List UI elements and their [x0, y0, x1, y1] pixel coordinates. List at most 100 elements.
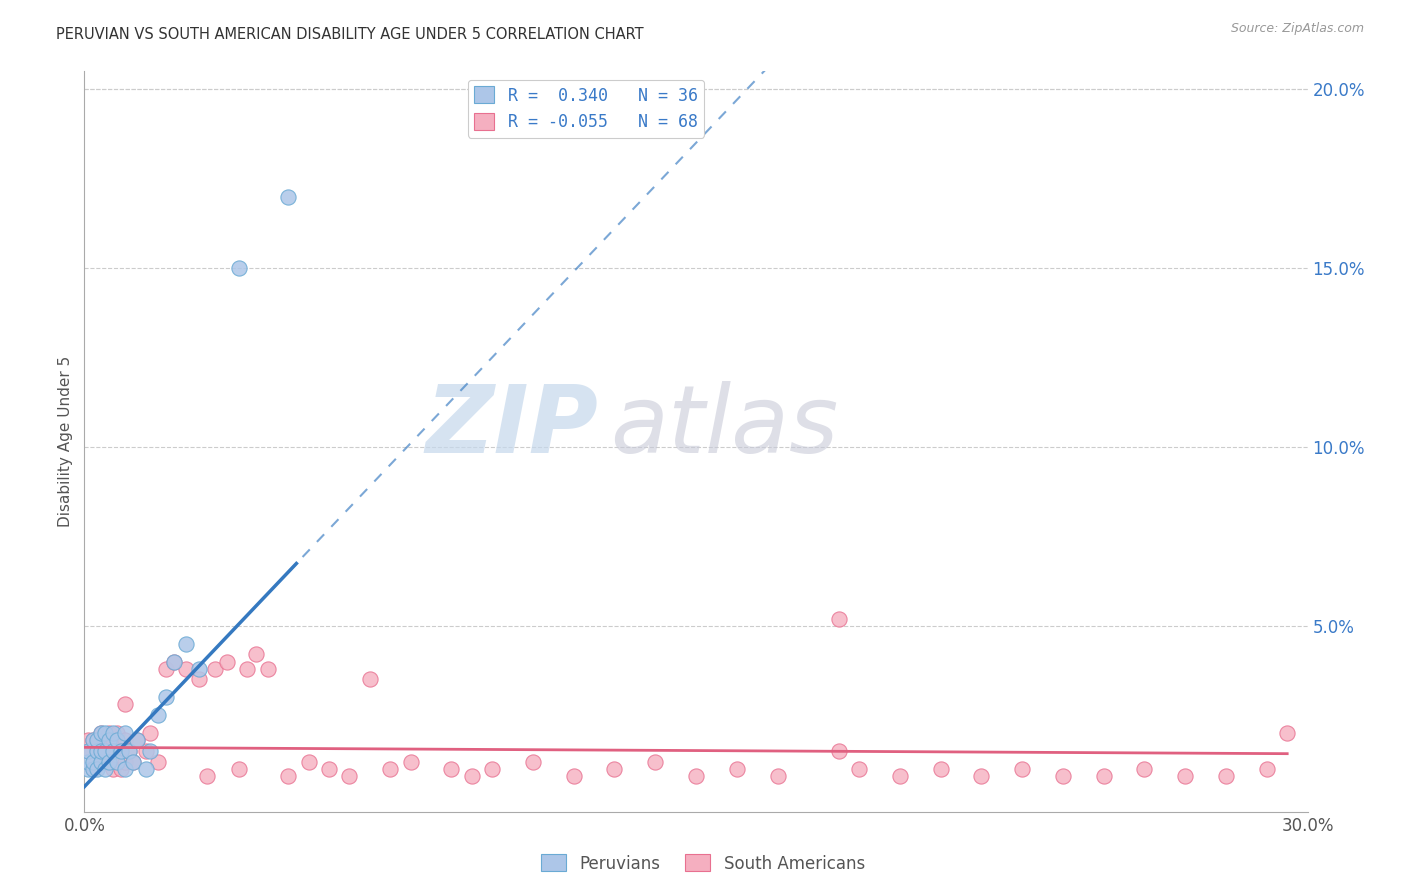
Point — [174, 662, 197, 676]
Point — [77, 744, 100, 758]
Point — [77, 755, 100, 769]
Point — [93, 733, 115, 747]
Point — [187, 662, 209, 676]
Point — [399, 755, 422, 769]
Point — [77, 762, 100, 776]
Point — [195, 769, 218, 783]
Point — [101, 733, 124, 747]
Point — [163, 655, 186, 669]
Point — [105, 755, 128, 769]
Point — [562, 769, 585, 783]
Text: atlas: atlas — [610, 381, 838, 472]
Point — [86, 755, 108, 769]
Point — [86, 744, 108, 758]
Y-axis label: Disability Age Under 5: Disability Age Under 5 — [58, 356, 73, 527]
Point — [725, 762, 748, 776]
Point — [380, 762, 402, 776]
Point — [97, 733, 120, 747]
Legend: R =  0.340   N = 36, R = -0.055   N = 68: R = 0.340 N = 36, R = -0.055 N = 68 — [468, 79, 704, 137]
Point — [929, 762, 952, 776]
Point — [114, 698, 136, 712]
Point — [93, 744, 115, 758]
Point — [122, 755, 145, 769]
Point — [204, 662, 226, 676]
Point — [245, 648, 267, 662]
Point — [1215, 769, 1237, 783]
Point — [101, 744, 124, 758]
Point — [93, 762, 115, 776]
Point — [114, 762, 136, 776]
Point — [828, 744, 851, 758]
Point — [90, 726, 112, 740]
Point — [481, 762, 503, 776]
Point — [1277, 726, 1299, 740]
Text: PERUVIAN VS SOUTH AMERICAN DISABILITY AGE UNDER 5 CORRELATION CHART: PERUVIAN VS SOUTH AMERICAN DISABILITY AG… — [56, 27, 644, 42]
Point — [1174, 769, 1197, 783]
Point — [110, 744, 132, 758]
Point — [848, 762, 870, 776]
Point — [77, 733, 100, 747]
Point — [277, 189, 299, 203]
Point — [118, 744, 141, 758]
Point — [90, 744, 112, 758]
Legend: Peruvians, South Americans: Peruvians, South Americans — [534, 847, 872, 880]
Point — [217, 655, 239, 669]
Point — [114, 726, 136, 740]
Point — [187, 673, 209, 687]
Point — [828, 611, 851, 625]
Point — [97, 726, 120, 740]
Point — [685, 769, 707, 783]
Point — [90, 755, 112, 769]
Point — [1133, 762, 1156, 776]
Point — [461, 769, 484, 783]
Point — [93, 726, 115, 740]
Point — [82, 733, 104, 747]
Point — [889, 769, 911, 783]
Point — [82, 762, 104, 776]
Point — [277, 769, 299, 783]
Point — [101, 762, 124, 776]
Point — [135, 744, 157, 758]
Point — [174, 637, 197, 651]
Point — [90, 726, 112, 740]
Point — [97, 755, 120, 769]
Point — [298, 755, 321, 769]
Point — [1052, 769, 1074, 783]
Point — [110, 762, 132, 776]
Point — [97, 744, 120, 758]
Point — [82, 733, 104, 747]
Point — [105, 744, 128, 758]
Point — [118, 744, 141, 758]
Point — [603, 762, 626, 776]
Point — [766, 769, 789, 783]
Point — [970, 769, 993, 783]
Point — [105, 733, 128, 747]
Point — [228, 762, 250, 776]
Point — [127, 733, 149, 747]
Point — [138, 744, 160, 758]
Point — [228, 261, 250, 276]
Point — [163, 655, 186, 669]
Point — [93, 755, 115, 769]
Point — [86, 762, 108, 776]
Point — [135, 762, 157, 776]
Text: Source: ZipAtlas.com: Source: ZipAtlas.com — [1230, 22, 1364, 36]
Point — [1092, 769, 1115, 783]
Point — [90, 744, 112, 758]
Point — [257, 662, 280, 676]
Point — [82, 762, 104, 776]
Point — [86, 733, 108, 747]
Point — [440, 762, 463, 776]
Point — [359, 673, 381, 687]
Point — [114, 755, 136, 769]
Point — [122, 755, 145, 769]
Point — [644, 755, 666, 769]
Point — [1011, 762, 1033, 776]
Point — [82, 755, 104, 769]
Point — [155, 690, 177, 705]
Point — [155, 662, 177, 676]
Point — [318, 762, 340, 776]
Point — [146, 755, 169, 769]
Point — [77, 744, 100, 758]
Point — [138, 726, 160, 740]
